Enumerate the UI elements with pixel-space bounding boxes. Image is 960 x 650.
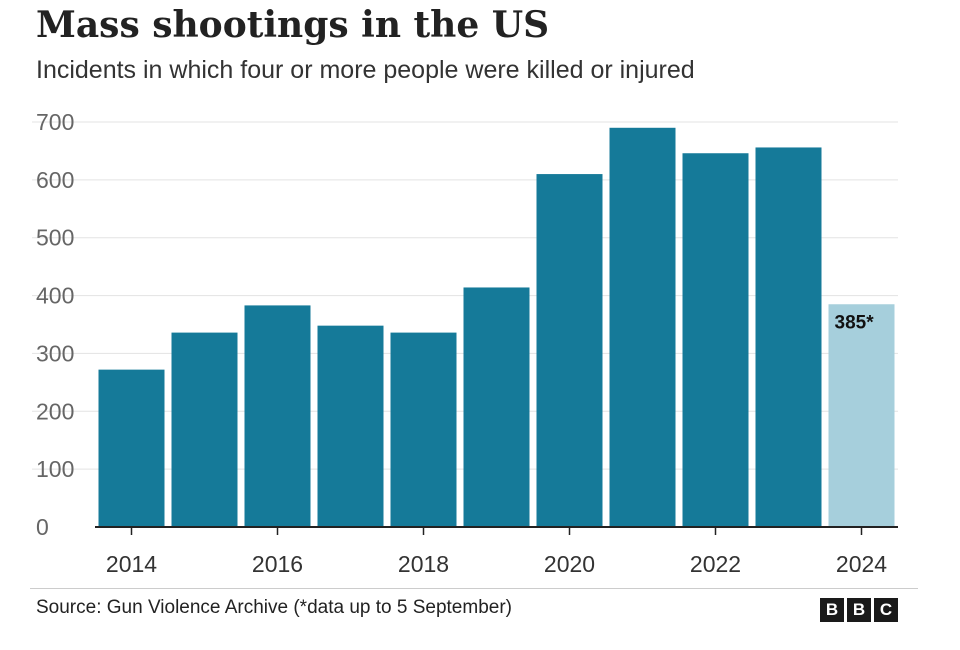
logo-letter: B: [847, 598, 871, 622]
y-tick-label: 400: [36, 283, 74, 309]
y-tick-label: 0: [36, 514, 49, 540]
bar-2022: [682, 153, 749, 527]
footer-divider: [30, 588, 918, 589]
bar-2024: [828, 304, 895, 527]
bar-2017: [317, 325, 384, 527]
x-tick-label: 2024: [836, 551, 887, 577]
y-tick-label: 300: [36, 340, 74, 366]
chart-title: Mass shootings in the US: [36, 4, 550, 46]
x-tick-label: 2022: [690, 551, 741, 577]
bar-2020: [536, 174, 603, 528]
bar-2016: [244, 305, 311, 527]
y-tick-label: 100: [36, 456, 74, 482]
source-note: Source: Gun Violence Archive (*data up t…: [36, 597, 512, 618]
x-tick-label: 2020: [544, 551, 595, 577]
x-tick-label: 2016: [252, 551, 303, 577]
y-tick-label: 200: [36, 398, 74, 424]
x-tick-label: 2014: [106, 551, 157, 577]
bbc-logo: B B C: [820, 598, 898, 622]
y-tick-label: 500: [36, 225, 74, 251]
axes: 0 100 200 300 400 500 600 700 2014 2016 2018 2020 20…: [36, 109, 898, 577]
logo-letter: B: [820, 598, 844, 622]
logo-letter: C: [874, 598, 898, 622]
chart-subtitle: Incidents in which four or more people w…: [36, 56, 695, 84]
x-tick-label: 2018: [398, 551, 449, 577]
bar-2014: [98, 369, 165, 527]
bar-2019: [463, 287, 530, 527]
data-label: 385*: [835, 312, 875, 333]
bar-2021: [609, 127, 676, 528]
bars: 385*: [98, 127, 895, 528]
bar-chart: 385* 0 100 200 300 400 500 600 700 2014 2016 2018 2…: [32, 109, 898, 577]
bar-2015: [171, 332, 238, 527]
y-tick-label: 700: [36, 109, 74, 135]
bar-2018: [390, 332, 457, 527]
bar-2023: [755, 147, 822, 527]
y-tick-label: 600: [36, 167, 74, 193]
